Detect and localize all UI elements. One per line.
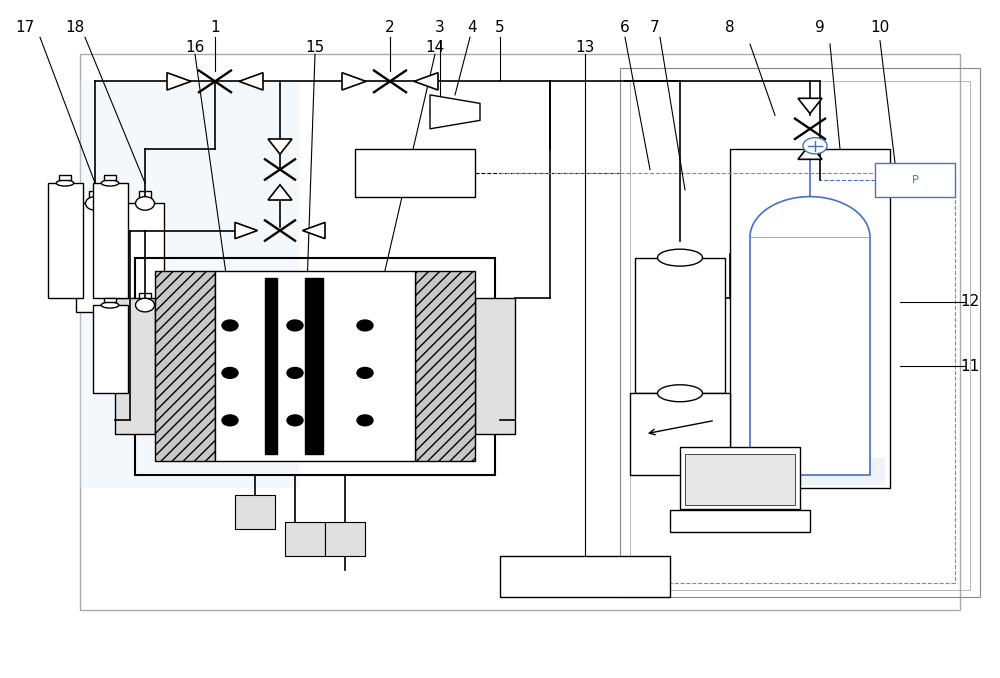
Bar — [92, 305, 128, 393]
Text: P: P — [912, 175, 918, 184]
Bar — [620, 68, 980, 597]
Bar — [635, 258, 725, 393]
Ellipse shape — [136, 197, 154, 210]
Circle shape — [287, 320, 303, 331]
Bar — [750, 237, 870, 475]
Text: 17: 17 — [15, 20, 35, 35]
Bar — [265, 278, 277, 454]
Circle shape — [287, 415, 303, 426]
Bar — [126, 305, 164, 393]
Ellipse shape — [101, 180, 119, 186]
Bar — [735, 458, 885, 485]
Ellipse shape — [56, 180, 74, 186]
Bar — [670, 510, 810, 532]
Polygon shape — [430, 95, 480, 129]
Bar — [355, 149, 475, 197]
Bar — [630, 393, 730, 475]
Bar — [139, 191, 151, 203]
Bar — [92, 183, 128, 298]
Text: 11: 11 — [960, 359, 980, 374]
Polygon shape — [268, 184, 292, 200]
Polygon shape — [268, 139, 292, 155]
Bar — [630, 81, 970, 590]
Bar — [104, 298, 116, 302]
Polygon shape — [414, 73, 438, 90]
Text: 4: 4 — [467, 20, 477, 35]
Bar — [875, 163, 955, 197]
Bar — [48, 183, 82, 298]
Bar — [135, 258, 495, 475]
Polygon shape — [342, 73, 366, 90]
Wedge shape — [750, 197, 870, 237]
Text: 1: 1 — [210, 20, 220, 35]
Ellipse shape — [101, 302, 119, 308]
Ellipse shape — [658, 249, 702, 266]
Bar — [59, 176, 71, 180]
Text: 8: 8 — [725, 20, 735, 35]
Text: 6: 6 — [620, 20, 630, 35]
Text: 15: 15 — [305, 40, 325, 55]
Circle shape — [222, 320, 238, 331]
Bar — [500, 556, 670, 597]
Polygon shape — [239, 73, 263, 90]
Bar — [685, 454, 795, 505]
Polygon shape — [798, 98, 822, 113]
Text: 5: 5 — [495, 20, 505, 35]
Circle shape — [357, 367, 373, 378]
Bar — [126, 203, 164, 312]
Polygon shape — [303, 222, 325, 239]
Ellipse shape — [136, 298, 154, 312]
Bar — [115, 298, 155, 434]
Bar — [680, 447, 800, 508]
Ellipse shape — [86, 197, 104, 210]
Ellipse shape — [658, 385, 702, 401]
Circle shape — [222, 367, 238, 378]
Text: 9: 9 — [815, 20, 825, 35]
Bar — [104, 176, 116, 180]
Bar — [475, 298, 515, 434]
Text: 2: 2 — [385, 20, 395, 35]
Text: 10: 10 — [870, 20, 890, 35]
Text: 12: 12 — [960, 294, 980, 309]
Bar — [80, 54, 960, 610]
Bar — [285, 522, 325, 556]
Polygon shape — [798, 144, 822, 159]
Bar — [80, 81, 300, 488]
Bar — [89, 191, 101, 203]
Text: 14: 14 — [425, 40, 445, 55]
Bar — [235, 495, 275, 529]
Circle shape — [287, 367, 303, 378]
Text: 13: 13 — [575, 40, 595, 55]
Polygon shape — [235, 222, 258, 239]
Polygon shape — [167, 73, 191, 90]
Bar — [215, 271, 415, 461]
Circle shape — [357, 320, 373, 331]
Bar — [325, 522, 365, 556]
Bar — [730, 149, 890, 488]
Text: 7: 7 — [650, 20, 660, 35]
Text: 18: 18 — [65, 20, 85, 35]
Text: 3: 3 — [435, 20, 445, 35]
Text: 16: 16 — [185, 40, 205, 55]
Circle shape — [803, 138, 827, 154]
Bar — [305, 278, 323, 454]
Circle shape — [357, 415, 373, 426]
Bar — [155, 271, 215, 461]
Bar — [139, 293, 151, 305]
Circle shape — [222, 415, 238, 426]
Bar — [415, 271, 475, 461]
Bar — [76, 203, 114, 312]
